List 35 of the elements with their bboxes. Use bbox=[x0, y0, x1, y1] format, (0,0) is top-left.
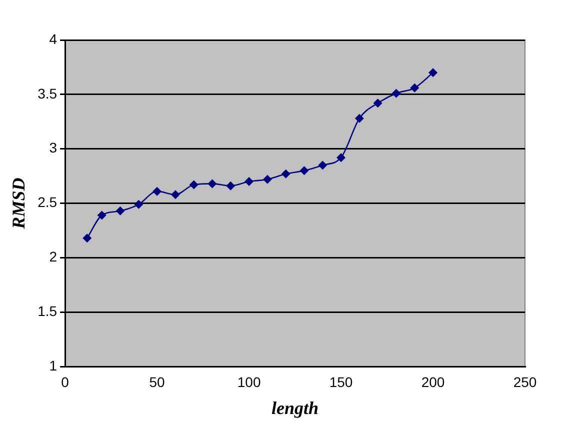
y-tick-label: 4 bbox=[49, 30, 58, 47]
x-tick-label: 50 bbox=[149, 374, 166, 390]
x-axis-title: length bbox=[272, 398, 319, 418]
x-tick-label: 250 bbox=[513, 374, 537, 390]
x-tick-label: 200 bbox=[421, 374, 445, 390]
point bbox=[373, 98, 382, 108]
point bbox=[152, 186, 162, 196]
point bbox=[318, 160, 328, 170]
point bbox=[262, 174, 272, 184]
y-axis-title: RMSD bbox=[8, 178, 28, 230]
point bbox=[428, 68, 438, 78]
point bbox=[208, 179, 217, 188]
point bbox=[410, 83, 420, 92]
point bbox=[170, 190, 180, 200]
y-tick-label: 3.5 bbox=[38, 85, 58, 102]
point bbox=[354, 114, 364, 123]
point bbox=[116, 206, 125, 216]
point bbox=[189, 180, 198, 190]
y-tick-label: 2.5 bbox=[38, 194, 58, 210]
y-tick-label: 2 bbox=[49, 248, 58, 265]
point bbox=[82, 234, 92, 243]
point bbox=[97, 210, 106, 220]
point bbox=[300, 166, 309, 176]
x-tick-label: 100 bbox=[237, 374, 261, 390]
point bbox=[244, 177, 254, 186]
point bbox=[281, 169, 290, 178]
y-tick-label: 3 bbox=[49, 140, 58, 156]
point bbox=[226, 181, 236, 190]
y-tick-label: 1 bbox=[49, 357, 58, 374]
point bbox=[134, 200, 144, 209]
x-tick-label: 0 bbox=[61, 374, 70, 390]
point bbox=[392, 88, 401, 98]
point bbox=[336, 153, 346, 162]
x-tick-label: 150 bbox=[329, 374, 353, 390]
y-tick-label: 1.5 bbox=[38, 303, 58, 320]
